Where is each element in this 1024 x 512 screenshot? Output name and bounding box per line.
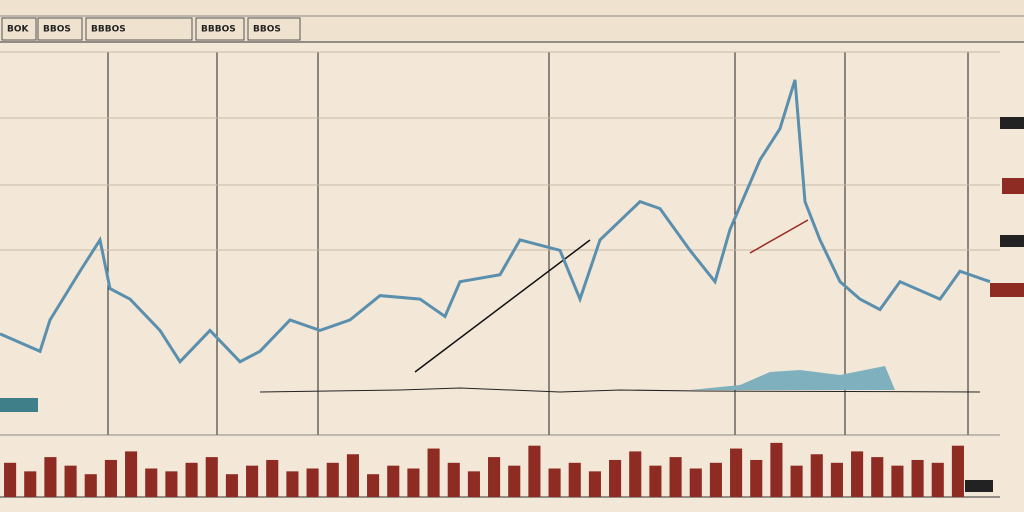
price-tag — [990, 283, 1024, 297]
volume-bar — [326, 462, 339, 497]
volume-bar — [306, 468, 319, 497]
volume-bar — [286, 471, 299, 497]
volume-profile — [690, 366, 895, 390]
horizontal-lines — [0, 51, 1000, 436]
volume-bar — [629, 451, 642, 497]
volume-bar — [387, 465, 400, 497]
volume-bar — [246, 465, 259, 497]
volume-bar — [467, 471, 480, 497]
volume-bar — [528, 445, 541, 497]
volume-bar — [649, 465, 662, 497]
volume-bar — [669, 457, 682, 497]
price-line — [0, 79, 991, 365]
price-tag — [1000, 235, 1024, 247]
volume-bar — [104, 459, 117, 497]
tab-label[interactable]: BBBOS — [91, 25, 126, 35]
volume-bar — [205, 457, 218, 497]
volume-bar — [346, 454, 359, 497]
volume-bar — [64, 465, 77, 497]
volume-bar — [165, 471, 178, 497]
tab[interactable] — [195, 17, 245, 41]
tab[interactable] — [37, 17, 83, 41]
volume-bar — [427, 448, 440, 497]
volume-bar — [24, 471, 37, 497]
volume-bar — [367, 474, 380, 497]
volume-bar — [145, 468, 158, 497]
volume-bar — [266, 459, 279, 497]
baseline — [259, 387, 981, 393]
price-tag — [1000, 117, 1024, 129]
trend-line — [414, 239, 591, 373]
trend-line — [749, 219, 809, 254]
price-tag — [965, 480, 993, 492]
volume-bar — [790, 465, 803, 497]
volume-bar — [810, 454, 823, 497]
tab[interactable] — [85, 17, 193, 41]
tab-label[interactable]: BBBOS — [201, 25, 236, 35]
volume-bar — [508, 465, 521, 497]
volume-bar — [84, 474, 97, 497]
volume-bar — [931, 462, 944, 497]
volume-bar — [548, 468, 561, 497]
volume-bar — [770, 442, 783, 497]
indicator-tag — [0, 398, 38, 412]
volume-bar — [225, 474, 238, 497]
volume-bar — [851, 451, 864, 497]
volume-bar — [447, 462, 460, 497]
volume-bar — [407, 468, 420, 497]
toolbar — [0, 0, 1024, 42]
volume-bar — [951, 445, 964, 497]
volume-bar — [871, 457, 884, 497]
volume-bar — [750, 459, 763, 497]
volume-bar — [185, 462, 198, 497]
volume-bar — [730, 448, 743, 497]
tab-label[interactable]: BOK — [7, 25, 30, 35]
volume-bar — [689, 468, 702, 497]
tab[interactable] — [1, 17, 37, 41]
volume-bar — [588, 471, 601, 497]
volume-bar — [709, 462, 722, 497]
volume-bar — [609, 459, 622, 497]
volume-bar — [830, 462, 843, 497]
volume-bar — [911, 459, 924, 497]
volume-bar — [891, 465, 904, 497]
volume-bar — [125, 451, 138, 497]
tab-label[interactable]: BBOS — [43, 25, 71, 35]
volume-bar — [44, 457, 57, 497]
volume-bar — [4, 462, 17, 497]
tab[interactable] — [247, 17, 301, 41]
volume-bar — [488, 457, 501, 497]
volume-bar — [568, 462, 581, 497]
tab-label[interactable]: BBOS — [253, 25, 281, 35]
price-tag — [1002, 178, 1024, 194]
vertical-lines — [107, 52, 969, 435]
